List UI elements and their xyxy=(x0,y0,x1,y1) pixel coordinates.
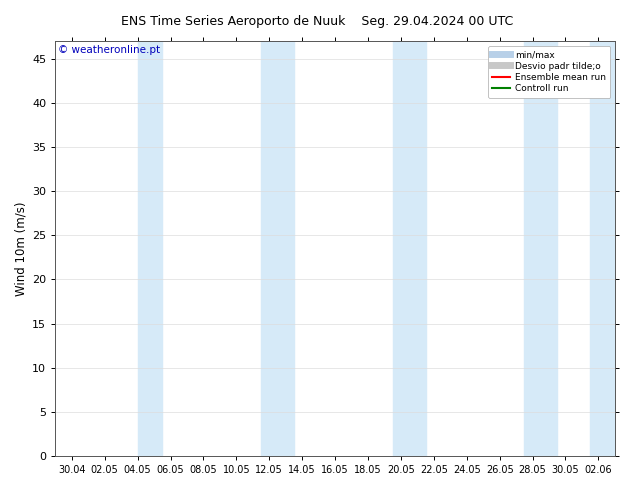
Text: ENS Time Series Aeroporto de Nuuk    Seg. 29.04.2024 00 UTC: ENS Time Series Aeroporto de Nuuk Seg. 2… xyxy=(121,15,513,28)
Legend: min/max, Desvio padr tilde;o, Ensemble mean run, Controll run: min/max, Desvio padr tilde;o, Ensemble m… xyxy=(488,46,611,98)
Bar xyxy=(138,41,162,456)
Y-axis label: Wind 10m (m/s): Wind 10m (m/s) xyxy=(15,201,28,296)
Bar xyxy=(590,41,615,456)
Bar xyxy=(261,41,294,456)
Text: © weatheronline.pt: © weatheronline.pt xyxy=(58,46,160,55)
Bar xyxy=(524,41,557,456)
Bar xyxy=(392,41,425,456)
